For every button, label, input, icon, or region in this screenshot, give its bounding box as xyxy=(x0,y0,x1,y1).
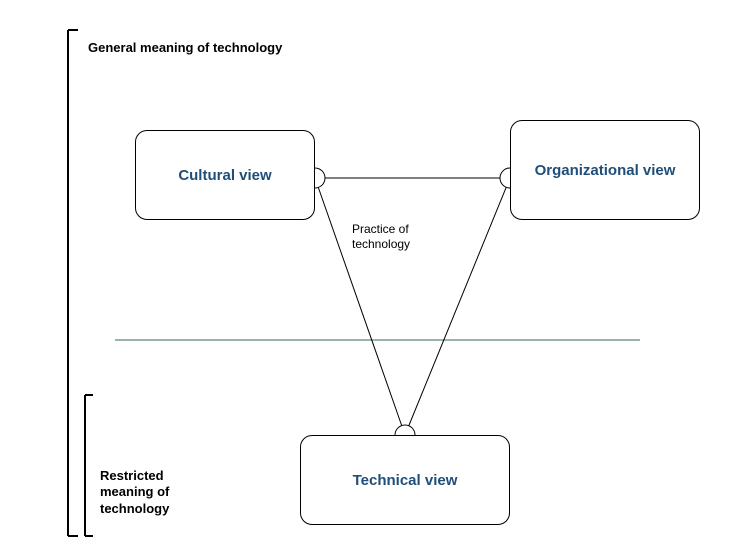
restricted-text-line2: meaning of xyxy=(100,484,169,499)
edge-2 xyxy=(405,178,510,435)
node-organizational-view: Organizational view xyxy=(510,120,700,220)
center-label: Practice of technology xyxy=(352,222,410,252)
restricted-text-line3: technology xyxy=(100,501,169,516)
node-technical-label: Technical view xyxy=(353,472,458,489)
node-cultural-view: Cultural view xyxy=(135,130,315,220)
node-organizational-label: Organizational view xyxy=(535,162,676,179)
restricted-text-line1: Restricted xyxy=(100,468,164,483)
restricted-label: Restricted meaning of technology xyxy=(100,468,169,517)
center-text-line1: Practice of xyxy=(352,222,409,236)
node-cultural-label: Cultural view xyxy=(178,167,271,184)
title-label: General meaning of technology xyxy=(88,40,282,56)
edge-1 xyxy=(315,178,405,435)
diagram-canvas: Cultural view Organizational view Techni… xyxy=(0,0,745,558)
title-text: General meaning of technology xyxy=(88,40,282,55)
node-technical-view: Technical view xyxy=(300,435,510,525)
center-text-line2: technology xyxy=(352,237,410,251)
